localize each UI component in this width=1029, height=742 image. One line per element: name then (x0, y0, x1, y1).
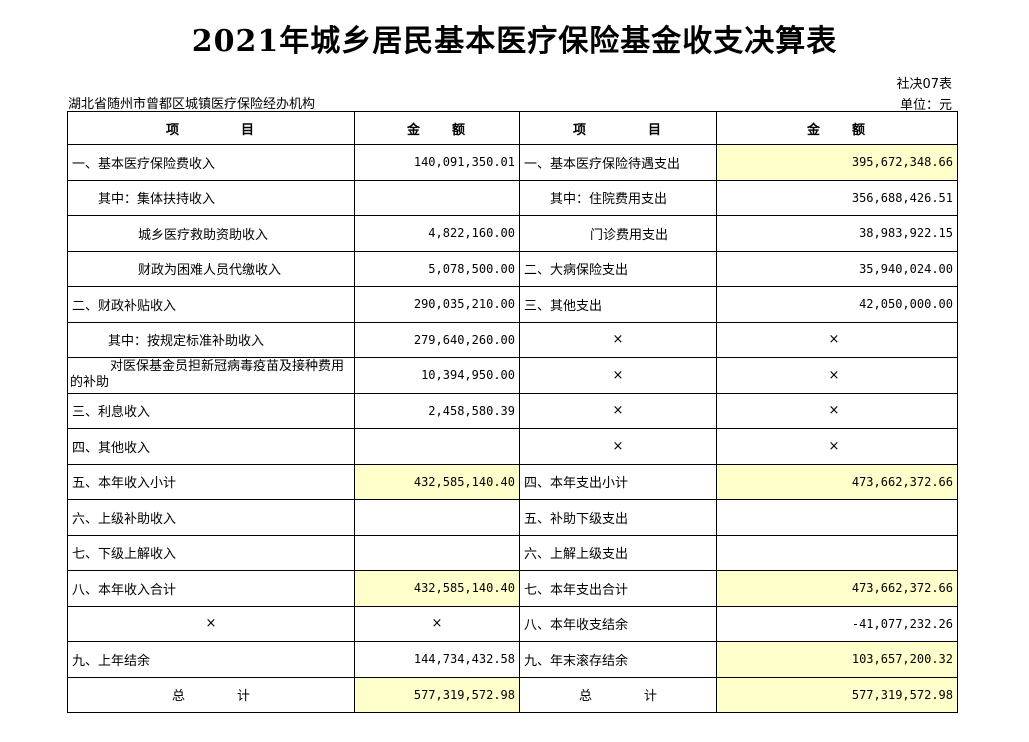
table-row: × × 八、本年收支结余 -41,077,232.26 (67, 605, 958, 642)
income-item: 城乡医疗救助资助收入 (67, 215, 355, 252)
income-item: × (67, 605, 355, 642)
income-amount: 432,585,140.40 (354, 570, 520, 607)
income-amount: 10,394,950.00 (354, 357, 520, 394)
unit-label: 单位：元 (899, 98, 952, 113)
expense-amount: 35,940,024.00 (716, 250, 958, 287)
expense-amount (716, 499, 958, 536)
expense-item: 门诊费用支出 (519, 215, 717, 252)
table-row: 三、利息收入 2,458,580.39 × × (67, 392, 958, 429)
table-row: 财政为困难人员代缴收入 5,078,500.00 二、大病保险支出 35,940… (67, 250, 958, 287)
expense-item: 六、上解上级支出 (519, 534, 717, 571)
expense-amount (716, 534, 958, 571)
income-total-label: 总 计 (67, 676, 355, 713)
expense-amount: 473,662,372.66 (716, 570, 958, 607)
expense-item: 一、基本医疗保险待遇支出 (519, 144, 717, 181)
income-item: 七、下级上解收入 (67, 534, 355, 571)
expense-item: 九、年末滚存结余 (519, 641, 717, 678)
table-row: 八、本年收入合计 432,585,140.40 七、本年支出合计 473,662… (67, 570, 958, 607)
income-item: 二、财政补贴收入 (67, 286, 355, 323)
expense-amount: 42,050,000.00 (716, 286, 958, 323)
expense-amount: 395,672,348.66 (716, 144, 958, 181)
table-row: 六、上级补助收入 五、补助下级支出 (67, 499, 958, 536)
expense-amount: × (716, 357, 958, 394)
income-item: 其中：集体扶持收入 (67, 179, 355, 216)
expense-item: × (519, 321, 717, 358)
expense-item: 四、本年支出小计 (519, 463, 717, 500)
income-amount: 140,091,350.01 (354, 144, 520, 181)
table-total-row: 总 计 577,319,572.98 总 计 577,319,572.98 (67, 676, 958, 713)
expense-amount: 103,657,200.32 (716, 641, 958, 678)
expense-amount: × (716, 321, 958, 358)
income-amount: 2,458,580.39 (354, 392, 520, 429)
expense-item: × (519, 428, 717, 465)
expense-total-label: 总 计 (519, 676, 717, 713)
table-row: 对医保基金员担新冠病毒疫苗及接种费用的补助 10,394,950.00 × × (67, 357, 958, 394)
expense-item: 其中：住院费用支出 (519, 179, 717, 216)
fund-balance-table: 项 目 金 额 项 目 金 额 一、基本医疗保险费收入 140,091,350.… (67, 111, 958, 713)
table-row: 七、下级上解收入 六、上解上级支出 (67, 534, 958, 571)
income-amount: 5,078,500.00 (354, 250, 520, 287)
expense-amount: 356,688,426.51 (716, 179, 958, 216)
expense-amount: × (716, 428, 958, 465)
expense-total-amount: 577,319,572.98 (716, 676, 958, 713)
table-row: 二、财政补贴收入 290,035,210.00 三、其他支出 42,050,00… (67, 286, 958, 323)
expense-item: 七、本年支出合计 (519, 570, 717, 607)
income-item: 八、本年收入合计 (67, 570, 355, 607)
table-row: 其中：集体扶持收入 其中：住院费用支出 356,688,426.51 (67, 179, 958, 216)
income-amount: 432,585,140.40 (354, 463, 520, 500)
income-total-amount: 577,319,572.98 (354, 676, 520, 713)
table-row: 五、本年收入小计 432,585,140.40 四、本年支出小计 473,662… (67, 463, 958, 500)
income-amount (354, 499, 520, 536)
table-row: 城乡医疗救助资助收入 4,822,160.00 门诊费用支出 38,983,92… (67, 215, 958, 252)
table-row: 一、基本医疗保险费收入 140,091,350.01 一、基本医疗保险待遇支出 … (67, 144, 958, 181)
header-item-left: 项 目 (67, 111, 355, 145)
expense-item: 二、大病保险支出 (519, 250, 717, 287)
expense-amount: 473,662,372.66 (716, 463, 958, 500)
income-item: 对医保基金员担新冠病毒疫苗及接种费用的补助 (67, 357, 355, 394)
income-amount: × (354, 605, 520, 642)
income-amount (354, 179, 520, 216)
income-item: 一、基本医疗保险费收入 (67, 144, 355, 181)
table-row: 四、其他收入 × × (67, 428, 958, 465)
income-item: 财政为困难人员代缴收入 (67, 250, 355, 287)
report-title: 2021年城乡居民基本医疗保险基金收支决算表 (191, 24, 838, 59)
income-amount: 4,822,160.00 (354, 215, 520, 252)
expense-item: × (519, 357, 717, 394)
expense-amount: -41,077,232.26 (716, 605, 958, 642)
income-item: 六、上级补助收入 (67, 499, 355, 536)
form-code: 社决07表 (896, 77, 952, 92)
table-row: 九、上年结余 144,734,432.58 九、年末滚存结余 103,657,2… (67, 641, 958, 678)
income-amount (354, 534, 520, 571)
income-item: 九、上年结余 (67, 641, 355, 678)
income-item: 五、本年收入小计 (67, 463, 355, 500)
income-item: 四、其他收入 (67, 428, 355, 465)
table-header-row: 项 目 金 额 项 目 金 额 (67, 111, 958, 145)
expense-item: 八、本年收支结余 (519, 605, 717, 642)
income-item: 其中：按规定标准补助收入 (67, 321, 355, 358)
organization-name: 湖北省随州市曾都区城镇医疗保险经办机构 (68, 97, 316, 112)
income-item: 三、利息收入 (67, 392, 355, 429)
header-amount-right: 金 额 (716, 111, 958, 145)
expense-item: 三、其他支出 (519, 286, 717, 323)
income-amount (354, 428, 520, 465)
income-amount: 290,035,210.00 (354, 286, 520, 323)
header-amount-left: 金 额 (354, 111, 520, 145)
income-amount: 144,734,432.58 (354, 641, 520, 678)
header-item-right: 项 目 (519, 111, 717, 145)
expense-amount: 38,983,922.15 (716, 215, 958, 252)
income-amount: 279,640,260.00 (354, 321, 520, 358)
table-row: 其中：按规定标准补助收入 279,640,260.00 × × (67, 321, 958, 358)
expense-item: × (519, 392, 717, 429)
expense-amount: × (716, 392, 958, 429)
expense-item: 五、补助下级支出 (519, 499, 717, 536)
